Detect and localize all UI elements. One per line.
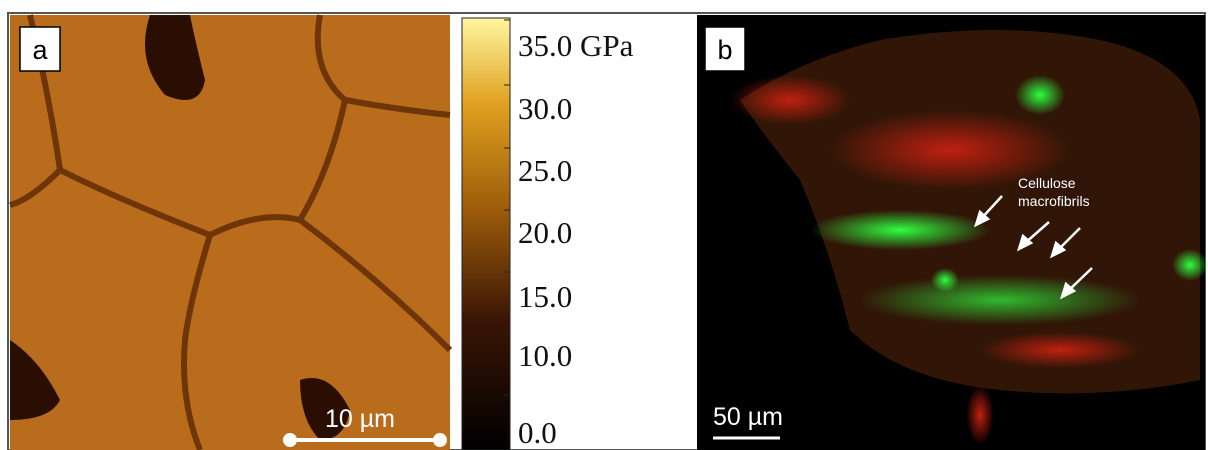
signal xyxy=(1172,249,1208,281)
panel-a: a 10 µm xyxy=(10,15,450,450)
signal xyxy=(966,385,994,445)
figure: a 10 µm 35.0 GPa30.025.020.015.010.00.0 … xyxy=(0,0,1208,450)
panel-label: a xyxy=(32,35,48,65)
colorbar-label: 30.0 xyxy=(518,91,572,126)
colorbar-label: 25.0 xyxy=(518,153,572,188)
signal xyxy=(931,268,959,292)
colorbar-label: 20.0 xyxy=(518,215,572,250)
annotation: Cellulose xyxy=(1018,175,1076,191)
colorbar-gradient xyxy=(462,18,510,450)
page: {"panel_a": {"label": "a", "scale_bar": … xyxy=(0,0,1208,450)
panel-label: b xyxy=(717,35,732,65)
scale-bar-end xyxy=(283,433,297,447)
signal xyxy=(860,275,1140,325)
signal xyxy=(730,75,850,125)
colorbar-label: 15.0 xyxy=(518,279,572,314)
colorbar-label: 10.0 xyxy=(518,338,572,373)
scale-bar-label: 50 µm xyxy=(713,403,783,431)
afm-image xyxy=(10,15,450,450)
scale-bar-end xyxy=(433,433,447,447)
signal xyxy=(980,332,1140,368)
signal xyxy=(1015,75,1065,115)
annotation: macrofibrils xyxy=(1018,193,1090,209)
panel-b: b Cellulose macrofibrils 50 µm xyxy=(697,15,1208,450)
signal xyxy=(810,210,990,250)
scale-bar-label: 10 µm xyxy=(325,405,395,433)
colorbar-label: 35.0 GPa xyxy=(518,28,634,63)
colorbar-label: 0.0 xyxy=(518,415,557,450)
